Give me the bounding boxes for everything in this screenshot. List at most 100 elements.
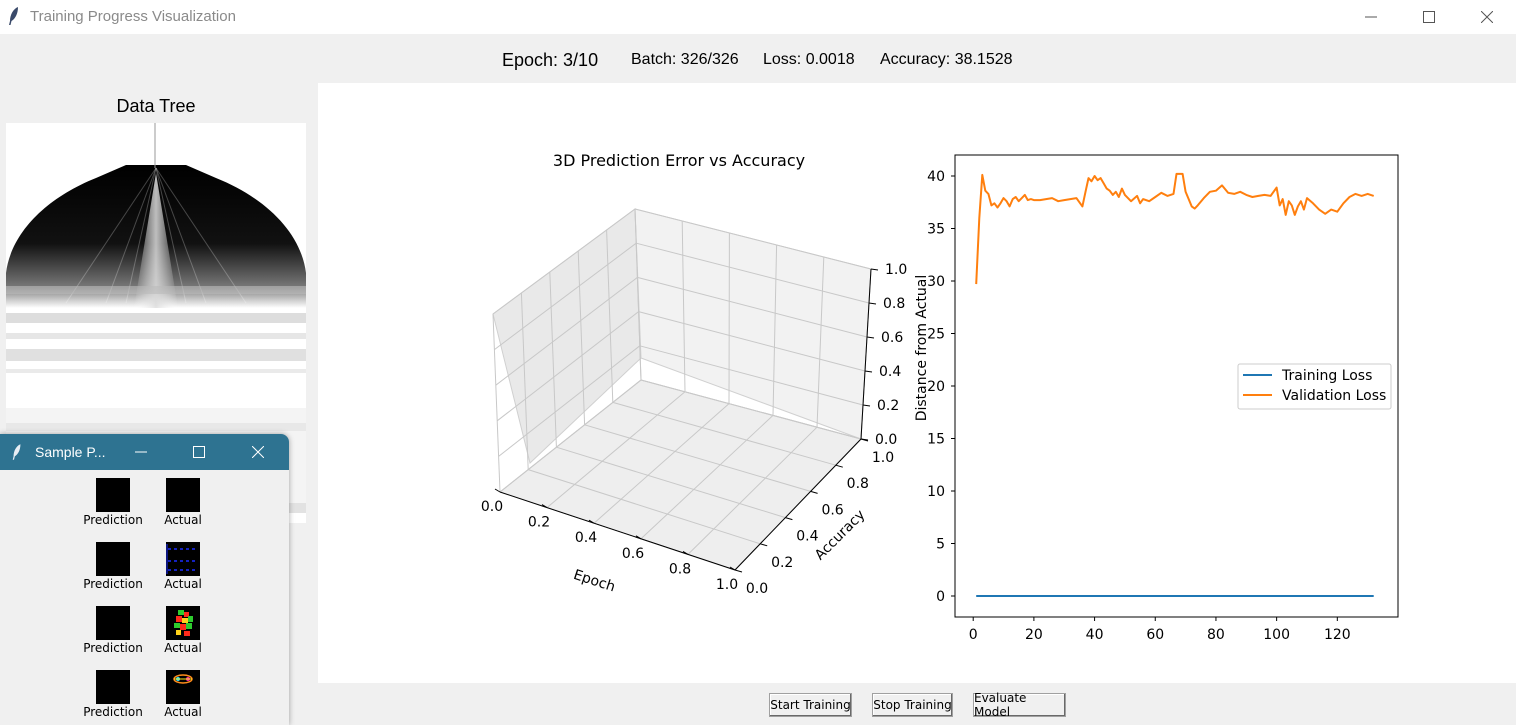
prediction-image bbox=[96, 606, 130, 640]
close-icon bbox=[1481, 11, 1493, 23]
legend-box bbox=[1237, 363, 1392, 410]
legend-label-training: Training Loss bbox=[1281, 368, 1372, 384]
actual-image bbox=[166, 670, 200, 704]
x-tick bbox=[494, 488, 501, 493]
legend-label-validation: Validation Loss bbox=[1282, 388, 1386, 404]
x-tick-label: 0.0 bbox=[481, 499, 503, 515]
prediction-image bbox=[96, 670, 130, 704]
plot-canvas: 3D Prediction Error vs Accuracy 0.0 0.2 0.… bbox=[318, 83, 1516, 683]
y-tick-label: 0.0 bbox=[746, 581, 768, 597]
x-tick-label: 0.6 bbox=[622, 546, 644, 562]
grid-line bbox=[612, 401, 836, 466]
y-tick bbox=[760, 543, 768, 547]
actual-label: Actual bbox=[164, 705, 202, 719]
x-tick-label: 80 bbox=[1207, 627, 1225, 643]
y-tick-label: 0.2 bbox=[771, 555, 793, 571]
prediction-image bbox=[96, 542, 130, 576]
z-tick-label: 1.0 bbox=[885, 262, 907, 278]
minimize-icon bbox=[1365, 16, 1377, 18]
grid-line bbox=[640, 415, 774, 540]
sample-window-titlebar[interactable]: Sample P... bbox=[0, 434, 289, 470]
z-tick-label: 0.8 bbox=[883, 296, 905, 312]
data-tree-title: Data Tree bbox=[116, 96, 196, 116]
grid-line bbox=[634, 208, 872, 270]
start-training-button[interactable]: Start Training bbox=[769, 693, 852, 717]
x-tick-label: 0.4 bbox=[575, 530, 597, 546]
grid-line bbox=[639, 345, 864, 406]
y-tick-label: 15 bbox=[927, 432, 945, 448]
z-tick bbox=[860, 438, 869, 441]
z-tick bbox=[868, 302, 877, 305]
y-tick-label: 0.4 bbox=[796, 529, 818, 545]
actual-label: Actual bbox=[164, 513, 202, 527]
window-title: Training Progress Visualization bbox=[30, 8, 236, 25]
grid-line bbox=[577, 250, 586, 425]
epoch-label: Epoch: 3/10 bbox=[502, 50, 599, 70]
accuracy-label: Accuracy: 38.1528 bbox=[880, 51, 1013, 68]
x-tick-label: 0.2 bbox=[528, 515, 550, 531]
x-tick-label: 120 bbox=[1324, 627, 1351, 643]
x-tick bbox=[635, 535, 642, 540]
minimize-button[interactable] bbox=[1342, 0, 1400, 34]
y-tick bbox=[835, 464, 843, 468]
series-lines bbox=[975, 172, 1375, 597]
actual-image bbox=[166, 542, 200, 576]
minimize-icon bbox=[135, 451, 147, 453]
y-tick-label: 25 bbox=[927, 327, 945, 343]
maximize-icon bbox=[193, 446, 205, 458]
grid-line bbox=[637, 276, 868, 338]
legend: Training Loss Validation Loss bbox=[1237, 363, 1392, 410]
grid-line bbox=[638, 311, 866, 372]
grid-line bbox=[546, 391, 686, 508]
sample-predictions-window[interactable]: Sample P... Prediction Actual Prediction… bbox=[0, 434, 289, 725]
actual-label: Actual bbox=[164, 577, 202, 591]
grid-line bbox=[549, 271, 557, 448]
y-tick-label: 5 bbox=[936, 537, 945, 553]
ticks-3d: 0.00.20.40.60.81.0 0.00.20.40.60.81.00.00… bbox=[481, 262, 907, 597]
evaluate-model-button[interactable]: Evaluate Model bbox=[973, 691, 1066, 719]
prediction-label: Prediction bbox=[83, 705, 143, 719]
y-tick-label: 10 bbox=[927, 484, 945, 500]
y-tick-label: 0.8 bbox=[847, 476, 869, 492]
grid-line bbox=[492, 208, 636, 315]
maximize-button[interactable] bbox=[1400, 0, 1458, 34]
grid-line bbox=[520, 292, 529, 470]
prediction-label: Prediction bbox=[83, 641, 143, 655]
chart-3d-title: 3D Prediction Error vs Accuracy bbox=[553, 151, 805, 170]
sample-close-button[interactable] bbox=[229, 434, 287, 470]
y-tick-label: 0 bbox=[936, 589, 945, 605]
grid-line bbox=[816, 256, 825, 428]
x-axis-label: Epoch bbox=[571, 567, 617, 595]
x-tick-label: 1.0 bbox=[716, 577, 738, 593]
stop-training-button[interactable]: Stop Training bbox=[872, 693, 953, 717]
grid-line bbox=[528, 469, 761, 545]
grid-line bbox=[593, 403, 730, 524]
z-tick bbox=[862, 404, 871, 407]
sample-minimize-button[interactable] bbox=[112, 434, 170, 470]
z-tick-label: 0.2 bbox=[877, 398, 899, 414]
z-tick-label: 0.4 bbox=[879, 364, 901, 380]
z-tick-label: 0.6 bbox=[881, 330, 903, 346]
x-tick bbox=[682, 550, 689, 555]
grid-line bbox=[687, 426, 818, 555]
z-tick-label: 0.0 bbox=[875, 432, 897, 448]
chart-loss: 0 20 40 60 80 100 120 0 5 10 15 20 25 30 35 40 Training… bbox=[927, 154, 1399, 643]
grid-line bbox=[636, 242, 870, 304]
y-tick-label: 1.0 bbox=[872, 450, 894, 466]
x-tick-label: 0.8 bbox=[669, 561, 691, 577]
x-tick bbox=[729, 566, 736, 571]
z-tick bbox=[866, 336, 875, 339]
actual-label: Actual bbox=[164, 641, 202, 655]
close-button[interactable] bbox=[1458, 0, 1516, 34]
maximize-icon bbox=[1423, 11, 1435, 23]
actual-image bbox=[166, 478, 200, 512]
grid-line bbox=[495, 277, 638, 386]
loss-label: Loss: 0.0018 bbox=[763, 51, 855, 68]
x-tick-label: 40 bbox=[1086, 627, 1104, 643]
x-tick-label: 20 bbox=[1025, 627, 1043, 643]
y-tick-label: 35 bbox=[927, 222, 945, 238]
sample-maximize-button[interactable] bbox=[170, 434, 228, 470]
y-tick bbox=[734, 569, 743, 573]
y-tick bbox=[785, 517, 793, 521]
z-axis-line bbox=[860, 268, 872, 440]
